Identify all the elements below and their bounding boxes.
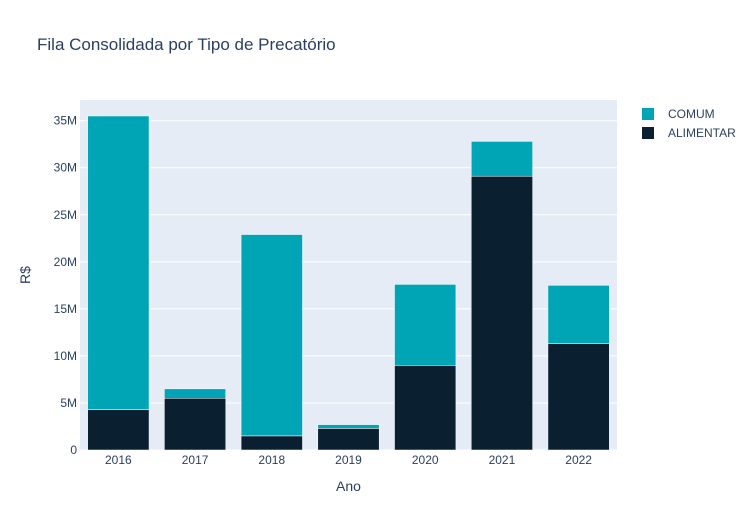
legend-swatch bbox=[642, 108, 654, 120]
y-tick-label: 10M bbox=[54, 349, 77, 363]
legend-label: COMUM bbox=[668, 107, 715, 121]
y-axis-ticks: 0 5M 10M 15M 20M 25M 30M 35M bbox=[54, 114, 78, 457]
x-tick-label: 2020 bbox=[412, 453, 439, 467]
chart-title: Fila Consolidada por Tipo de Precatório bbox=[37, 35, 336, 54]
y-tick-label: 30M bbox=[54, 161, 77, 175]
legend: COMUM ALIMENTAR bbox=[642, 107, 736, 140]
bar-comum-2022 bbox=[547, 285, 610, 344]
plot-area bbox=[80, 100, 617, 450]
x-tick-label: 2018 bbox=[258, 453, 285, 467]
bar-alimentar-2020 bbox=[394, 365, 457, 451]
y-tick-label: 35M bbox=[54, 114, 77, 128]
legend-swatch bbox=[642, 127, 654, 139]
bar-alimentar-2017 bbox=[164, 398, 227, 451]
bar-comum-2017 bbox=[164, 388, 227, 399]
bar-comum-2018 bbox=[240, 234, 303, 437]
bar-comum-2016 bbox=[87, 115, 150, 410]
bar-alimentar-2019 bbox=[317, 428, 380, 451]
bar-alimentar-2018 bbox=[240, 435, 303, 451]
x-tick-label: 2021 bbox=[489, 453, 516, 467]
x-tick-label: 2016 bbox=[105, 453, 132, 467]
bar-alimentar-2022 bbox=[547, 343, 610, 451]
y-axis-label: R$ bbox=[17, 266, 33, 284]
bar-comum-2019 bbox=[317, 424, 380, 429]
x-tick-label: 2019 bbox=[335, 453, 362, 467]
y-tick-label: 25M bbox=[54, 208, 77, 222]
y-tick-label: 5M bbox=[60, 396, 77, 410]
bar-comum-2021 bbox=[470, 141, 533, 177]
bar-alimentar-2021 bbox=[470, 175, 533, 451]
x-axis-label: Ano bbox=[336, 478, 361, 494]
y-tick-label: 15M bbox=[54, 302, 77, 316]
legend-label: ALIMENTAR bbox=[668, 126, 736, 140]
bar-comum-2020 bbox=[394, 284, 457, 366]
x-axis-ticks: 2016 2017 2018 2019 2020 2021 2022 bbox=[105, 453, 592, 467]
y-tick-label: 0 bbox=[70, 443, 77, 457]
y-tick-label: 20M bbox=[54, 255, 77, 269]
x-tick-label: 2017 bbox=[182, 453, 209, 467]
bars bbox=[87, 115, 610, 451]
x-tick-label: 2022 bbox=[565, 453, 592, 467]
bar-alimentar-2016 bbox=[87, 409, 150, 451]
